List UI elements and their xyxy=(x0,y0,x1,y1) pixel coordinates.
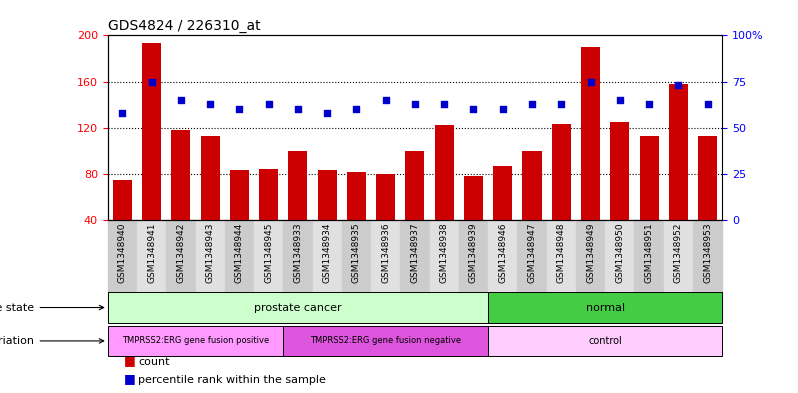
Bar xyxy=(435,125,454,220)
Point xyxy=(614,97,626,103)
Bar xyxy=(401,220,429,322)
Bar xyxy=(405,151,425,220)
Bar xyxy=(371,220,401,322)
Point xyxy=(438,101,451,107)
Point xyxy=(409,101,421,107)
Point xyxy=(526,101,539,107)
Bar xyxy=(254,220,283,322)
Bar xyxy=(137,220,166,322)
Bar xyxy=(166,220,196,322)
Point xyxy=(145,78,158,84)
Point xyxy=(233,106,246,112)
Point xyxy=(175,97,188,103)
Bar xyxy=(376,174,395,220)
Bar xyxy=(108,326,283,356)
Text: normal: normal xyxy=(586,303,625,312)
Bar xyxy=(464,176,483,220)
Bar xyxy=(664,220,693,322)
Bar xyxy=(429,220,459,322)
Bar xyxy=(605,220,634,322)
Bar xyxy=(551,124,571,220)
Point xyxy=(203,101,216,107)
Bar xyxy=(283,220,313,322)
Text: ■: ■ xyxy=(124,354,136,367)
Bar xyxy=(313,220,342,322)
Text: TMPRSS2:ERG gene fusion positive: TMPRSS2:ERG gene fusion positive xyxy=(122,336,269,345)
Bar xyxy=(113,180,132,220)
Point xyxy=(672,82,685,88)
Point xyxy=(555,101,567,107)
Point xyxy=(116,110,128,116)
Bar xyxy=(347,172,366,220)
Bar xyxy=(523,151,542,220)
Bar xyxy=(488,220,517,322)
Bar xyxy=(342,220,371,322)
Point xyxy=(379,97,392,103)
Point xyxy=(701,101,714,107)
Point xyxy=(321,110,334,116)
Bar xyxy=(493,166,512,220)
Text: TMPRSS2:ERG gene fusion negative: TMPRSS2:ERG gene fusion negative xyxy=(310,336,461,345)
Bar xyxy=(196,220,225,322)
Bar xyxy=(669,84,688,220)
Bar xyxy=(488,292,722,323)
Point xyxy=(263,101,275,107)
Bar xyxy=(581,47,600,220)
Bar xyxy=(610,122,630,220)
Text: ■: ■ xyxy=(124,372,136,385)
Text: GDS4824 / 226310_at: GDS4824 / 226310_at xyxy=(108,19,260,33)
Bar xyxy=(283,326,488,356)
Bar xyxy=(259,169,279,220)
Bar xyxy=(142,44,161,220)
Bar xyxy=(639,136,658,220)
Point xyxy=(350,106,363,112)
Point xyxy=(584,78,597,84)
Bar xyxy=(200,136,219,220)
Text: genotype/variation: genotype/variation xyxy=(0,336,104,346)
Bar xyxy=(318,171,337,220)
Point xyxy=(467,106,480,112)
Bar xyxy=(634,220,664,322)
Bar xyxy=(108,292,488,323)
Bar xyxy=(693,220,722,322)
Bar xyxy=(698,136,717,220)
Bar xyxy=(576,220,605,322)
Text: disease state: disease state xyxy=(0,303,104,312)
Bar xyxy=(459,220,488,322)
Bar xyxy=(230,171,249,220)
Point xyxy=(642,101,655,107)
Text: count: count xyxy=(138,358,169,367)
Bar xyxy=(288,151,307,220)
Point xyxy=(291,106,304,112)
Bar xyxy=(547,220,576,322)
Text: prostate cancer: prostate cancer xyxy=(254,303,342,312)
Point xyxy=(496,106,509,112)
Bar xyxy=(517,220,547,322)
Bar xyxy=(488,326,722,356)
Bar xyxy=(225,220,254,322)
Text: percentile rank within the sample: percentile rank within the sample xyxy=(138,375,326,385)
Bar xyxy=(172,130,191,220)
Text: control: control xyxy=(588,336,622,346)
Bar xyxy=(108,220,137,322)
